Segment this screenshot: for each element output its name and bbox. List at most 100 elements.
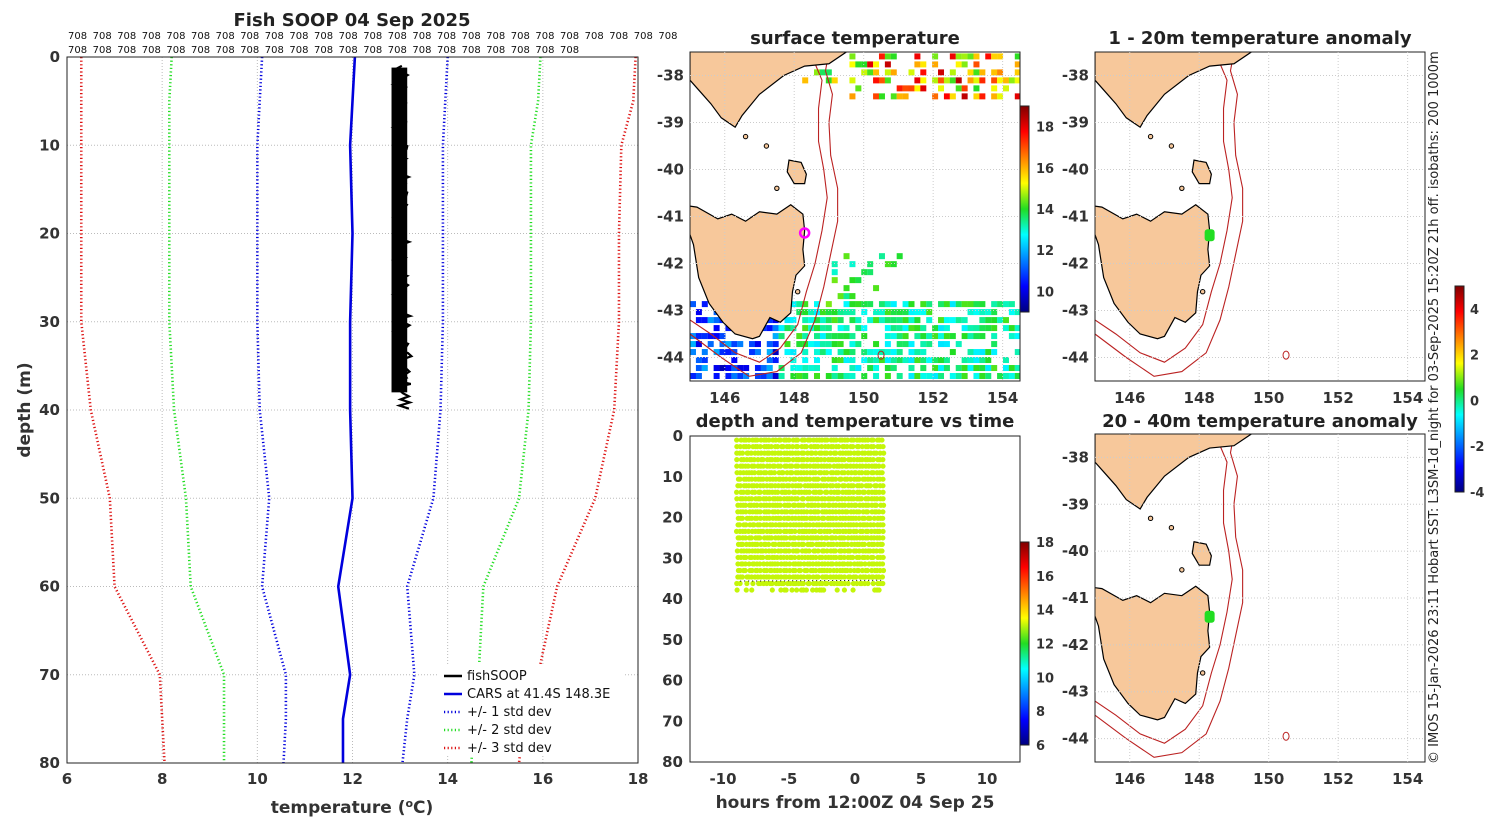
data-point [880, 522, 886, 528]
sst-pixel [695, 333, 702, 340]
data-point [751, 457, 757, 463]
data-point [880, 476, 886, 482]
sst-pixel [849, 373, 856, 380]
data-point [865, 437, 871, 443]
sst-pixel [920, 333, 927, 340]
station-label: 708 [535, 45, 554, 56]
sst-pixel [896, 317, 903, 324]
xtick-label: 18 [628, 770, 649, 788]
data-point [880, 457, 886, 463]
sst-pixel [861, 61, 868, 68]
sst-pixel [973, 69, 980, 76]
data-point [845, 541, 851, 547]
data-point [786, 561, 793, 567]
sst-pixel [967, 333, 974, 340]
station-label: 708 [609, 31, 628, 42]
data-point [801, 457, 807, 463]
data-point [850, 554, 856, 561]
map-ytick: -40 [657, 161, 684, 179]
isobath-1000m [1095, 434, 1244, 758]
data-point [757, 496, 763, 502]
data-point [870, 580, 876, 587]
anomaly-20-40-title: 20 - 40m temperature anomaly [1102, 411, 1418, 432]
data-point [827, 528, 833, 534]
sst-pixel [1002, 317, 1009, 324]
sst-pixel [890, 301, 897, 308]
sst-pixel [837, 333, 844, 340]
sst-pixel [884, 349, 891, 356]
ytick-label: 20 [39, 225, 60, 243]
data-point [775, 489, 781, 495]
sst-pixel [701, 349, 708, 356]
isobath-1000m [690, 52, 839, 377]
sst-pixel [949, 69, 956, 76]
sst-pixel [938, 333, 945, 340]
xtick-label: 14 [437, 770, 458, 788]
data-point [739, 574, 746, 580]
sst-pixel [961, 301, 968, 308]
sst-pixel [902, 85, 909, 92]
data-point [800, 496, 806, 502]
sst-pixel [902, 309, 909, 316]
data-point [855, 567, 862, 574]
colorbar-tick: 18 [1036, 536, 1054, 551]
sst-pixel [849, 333, 856, 340]
data-point [880, 554, 886, 561]
sst-pixel [766, 317, 773, 324]
sst-pixel [967, 53, 974, 60]
data-point [792, 535, 798, 541]
sst-pixel [819, 69, 826, 76]
sst-pixel [831, 357, 838, 364]
sst-pixel [973, 77, 980, 84]
data-point [847, 561, 854, 567]
data-point [748, 450, 754, 456]
station-label: 708 [437, 31, 456, 42]
sst-pixel [861, 357, 868, 364]
sst-pixel [1014, 61, 1020, 68]
station-label: 708 [289, 31, 308, 42]
sst-pixel [961, 317, 968, 324]
data-point [864, 567, 871, 574]
data-point [743, 522, 749, 528]
sst-pixel [914, 53, 921, 60]
xtick-label: 10 [977, 770, 998, 788]
depth-time-points [733, 437, 887, 593]
data-point [880, 535, 886, 541]
data-point [827, 567, 833, 574]
sst-pixel [949, 53, 956, 60]
sst-pixel [973, 61, 980, 68]
data-point [749, 587, 755, 593]
depth-time-ticks: -10 -5 0 5 10 0 10 20 30 40 50 60 70 80 [662, 427, 997, 788]
sst-pixel [914, 325, 921, 332]
data-point [734, 457, 740, 463]
sst-pixel [920, 373, 927, 380]
data-point [749, 476, 755, 482]
map-ytick: -41 [657, 208, 684, 226]
series-line [401, 56, 449, 764]
data-point [850, 483, 856, 489]
sst-pixel [938, 301, 945, 308]
sst-pixel [766, 349, 773, 356]
sst-pixel [837, 349, 844, 356]
surface-colorbar: 10 12 14 16 18 [1019, 105, 1054, 313]
sst-pixel [695, 309, 702, 316]
sst-pixel [873, 357, 880, 364]
sst-pixel [991, 365, 998, 372]
map-ytick: -41 [1062, 208, 1089, 226]
island [1147, 133, 1154, 140]
data-point [757, 522, 763, 528]
data-point [876, 463, 882, 469]
depth-time-plot: depth and temperature vs time -10 -5 0 5 10 0… [662, 411, 1054, 813]
sst-pixel [1002, 325, 1009, 332]
sst-pixel [802, 309, 809, 316]
sst-pixel [825, 301, 832, 308]
sst-pixel [766, 365, 773, 372]
data-point [801, 574, 807, 580]
sst-pixel [837, 317, 844, 324]
sst-pixel [873, 349, 880, 356]
data-point [813, 567, 819, 574]
data-point [844, 437, 851, 443]
sst-pixel [884, 373, 891, 380]
sst-pixel [873, 309, 880, 316]
